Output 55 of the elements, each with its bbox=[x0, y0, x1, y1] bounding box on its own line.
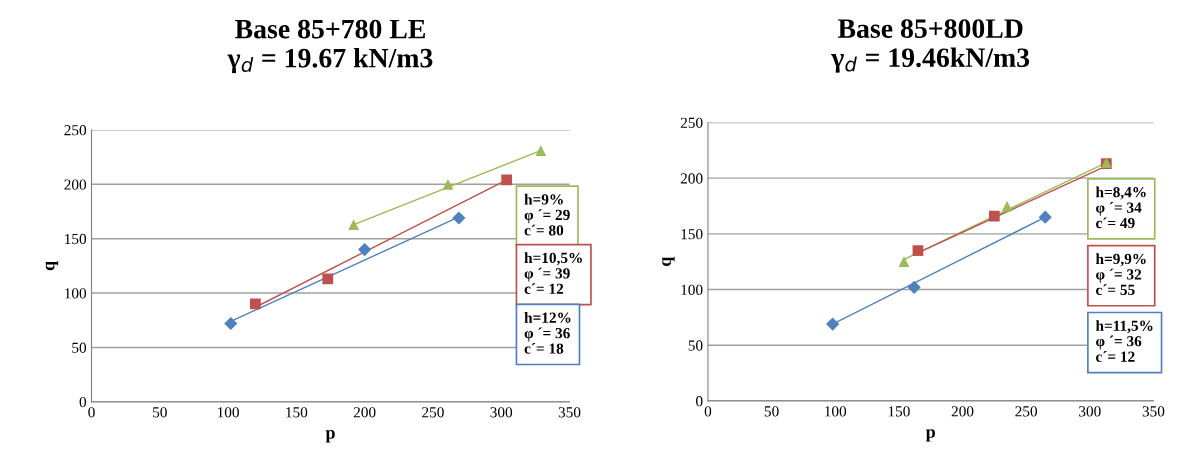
x-tick-label: 100 bbox=[217, 407, 239, 418]
point bbox=[988, 210, 1000, 222]
x-tick-label: 0 bbox=[704, 406, 712, 417]
y-tick-label: 150 bbox=[65, 233, 87, 245]
y-tick-label: 200 bbox=[680, 173, 703, 184]
point bbox=[250, 298, 261, 310]
point bbox=[322, 273, 334, 285]
x-tick-label: 300 bbox=[490, 407, 513, 418]
x-tick-label: 50 bbox=[153, 407, 167, 418]
x-tick-label: 250 bbox=[422, 407, 444, 418]
annotation: h=11,5% φ ´= 36 c´= 12 bbox=[1095, 320, 1153, 362]
y-tick-label: 150 bbox=[681, 229, 703, 240]
x-tick-label: 250 bbox=[1015, 406, 1038, 417]
y-tick-label: 100 bbox=[681, 284, 703, 295]
x-tick-label: 100 bbox=[825, 406, 847, 417]
point bbox=[358, 242, 372, 257]
x-tick-label: 0 bbox=[88, 407, 95, 418]
point bbox=[535, 145, 547, 156]
y-tick-label: 250 bbox=[64, 125, 87, 136]
point bbox=[452, 211, 466, 225]
x-tick-label: 150 bbox=[888, 406, 910, 417]
annotation: h=8,4% φ ´= 34 c´= 49 bbox=[1095, 186, 1146, 229]
point bbox=[826, 317, 840, 331]
x-axis-title: p bbox=[925, 429, 935, 442]
point bbox=[907, 280, 921, 294]
x-tick-label: 350 bbox=[1142, 406, 1165, 417]
y-tick-label: 50 bbox=[688, 340, 703, 351]
x-tick-label: 200 bbox=[353, 407, 376, 418]
annotation: h=10,5% φ ´= 39 c´= 12 bbox=[524, 252, 582, 294]
y-tick-label: 50 bbox=[72, 342, 87, 353]
point bbox=[1038, 210, 1052, 224]
x-axis-title: p bbox=[325, 430, 335, 443]
chart-title: Base 85+780 LE γ$_{d}$ = 19.67 kN/m3 bbox=[227, 19, 433, 74]
y-axis-title: q bbox=[662, 256, 675, 266]
point bbox=[224, 316, 238, 331]
x-tick-label: 150 bbox=[286, 407, 308, 418]
chart-title: Base 85+800LD γ$_{d}$ = 19.46kN/m3 bbox=[831, 19, 1030, 73]
annotation: h=9% φ ´= 29 c´= 80 bbox=[524, 193, 570, 236]
y-tick-label: 100 bbox=[65, 288, 87, 299]
y-tick-label: 200 bbox=[64, 179, 87, 190]
y-tick-label: 0 bbox=[79, 396, 87, 408]
point bbox=[442, 178, 454, 190]
point bbox=[898, 256, 910, 268]
y-tick-label: 0 bbox=[696, 396, 703, 407]
y-axis-title: q bbox=[45, 261, 59, 271]
point bbox=[501, 174, 513, 186]
annotation: h=9,9% φ ´= 32 c´= 55 bbox=[1095, 253, 1146, 295]
x-tick-label: 200 bbox=[951, 406, 974, 417]
x-tick-label: 300 bbox=[1079, 406, 1101, 417]
point bbox=[912, 245, 924, 256]
annotation: h=12% φ ´= 36 c´= 18 bbox=[524, 312, 571, 354]
x-tick-label: 350 bbox=[558, 407, 581, 418]
y-tick-label: 250 bbox=[680, 117, 703, 128]
point bbox=[348, 219, 360, 230]
x-tick-label: 50 bbox=[764, 406, 779, 417]
